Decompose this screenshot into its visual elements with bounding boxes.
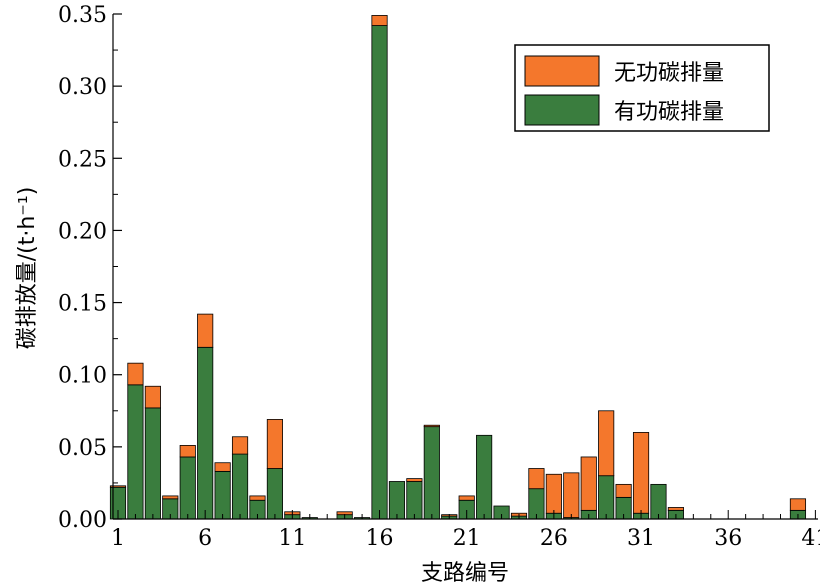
y-tick-label: 0.15 <box>58 292 107 317</box>
bar-active-18 <box>406 481 423 520</box>
y-tick-label: 0.10 <box>58 364 107 389</box>
bar-reactive-3 <box>144 385 161 409</box>
bar-reactive-10 <box>266 419 283 469</box>
bar-reactive-40 <box>789 498 807 511</box>
legend-label-active: 有功碳排量 <box>614 100 724 125</box>
x-tick-labels: 1611162126313641 <box>111 526 820 551</box>
bar-reactive-25 <box>528 468 545 490</box>
x-tick-label: 41 <box>801 526 820 551</box>
bar-active-6 <box>197 346 214 520</box>
y-tick-labels: 0.00 0.05 0.10 0.15 0.20 0.25 0.30 0.35 <box>58 3 107 533</box>
bar-active-17 <box>388 481 406 520</box>
x-tick-label: 11 <box>278 526 306 551</box>
bar-reactive-7 <box>214 462 231 472</box>
bar-reactive-16 <box>371 15 388 26</box>
x-tick-label: 1 <box>111 526 125 551</box>
bar-reactive-2 <box>127 362 144 386</box>
bar-active-10 <box>266 468 283 520</box>
bar-reactive-1 <box>109 485 127 488</box>
bar-reactive-8 <box>231 436 249 455</box>
bar-active-16 <box>371 25 388 520</box>
x-tick-label: 36 <box>714 526 742 551</box>
y-tick-label: 0.20 <box>58 219 107 244</box>
bar-reactive-6 <box>197 313 214 348</box>
x-tick-label: 26 <box>540 526 568 551</box>
y-axis-label: 碳排放量/(t·h⁻¹) <box>15 187 40 350</box>
bar-reactive-19 <box>423 424 440 428</box>
bar-reactive-26 <box>545 473 562 514</box>
bar-reactive-29 <box>598 410 615 477</box>
bar-active-7 <box>214 470 231 520</box>
axes-layer <box>112 13 818 520</box>
x-tick-label: 16 <box>366 526 394 551</box>
bar-active-2 <box>127 384 144 520</box>
legend-swatch-reactive <box>524 55 600 87</box>
bar-reactive-28 <box>580 456 597 511</box>
y-tick-label: 0.05 <box>58 436 107 461</box>
bar-active-3 <box>144 407 161 520</box>
bar-reactive-18 <box>406 478 423 482</box>
bar-active-29 <box>598 475 615 520</box>
x-tick-label: 6 <box>198 526 212 551</box>
bar-reactive-31 <box>632 432 650 514</box>
x-axis-label: 支路编号 <box>421 561 509 586</box>
y-tick-label: 0.35 <box>58 3 107 28</box>
x-tick-label: 21 <box>453 526 481 551</box>
legend-swatch-active <box>524 94 600 126</box>
bar-active-19 <box>423 426 440 520</box>
bar-reactive-21 <box>458 495 475 501</box>
bar-reactive-33 <box>667 507 684 511</box>
bar-reactive-27 <box>563 472 580 518</box>
bar-reactive-30 <box>615 483 632 498</box>
bar-active-22 <box>476 434 493 520</box>
bar-reactive-5 <box>179 445 196 458</box>
bar-active-32 <box>650 483 667 520</box>
bar-reactive-4 <box>162 495 179 500</box>
bar-active-8 <box>231 453 249 520</box>
y-tick-label: 0.00 <box>58 508 107 533</box>
x-tick-label: 31 <box>627 526 655 551</box>
y-tick-label: 0.25 <box>58 147 107 172</box>
legend-label-reactive: 无功碳排量 <box>614 61 724 86</box>
legend: 无功碳排量 有功碳排量 <box>514 44 770 132</box>
bar-active-5 <box>179 456 196 520</box>
bar-reactive-9 <box>249 495 266 501</box>
y-tick-label: 0.30 <box>58 75 107 100</box>
